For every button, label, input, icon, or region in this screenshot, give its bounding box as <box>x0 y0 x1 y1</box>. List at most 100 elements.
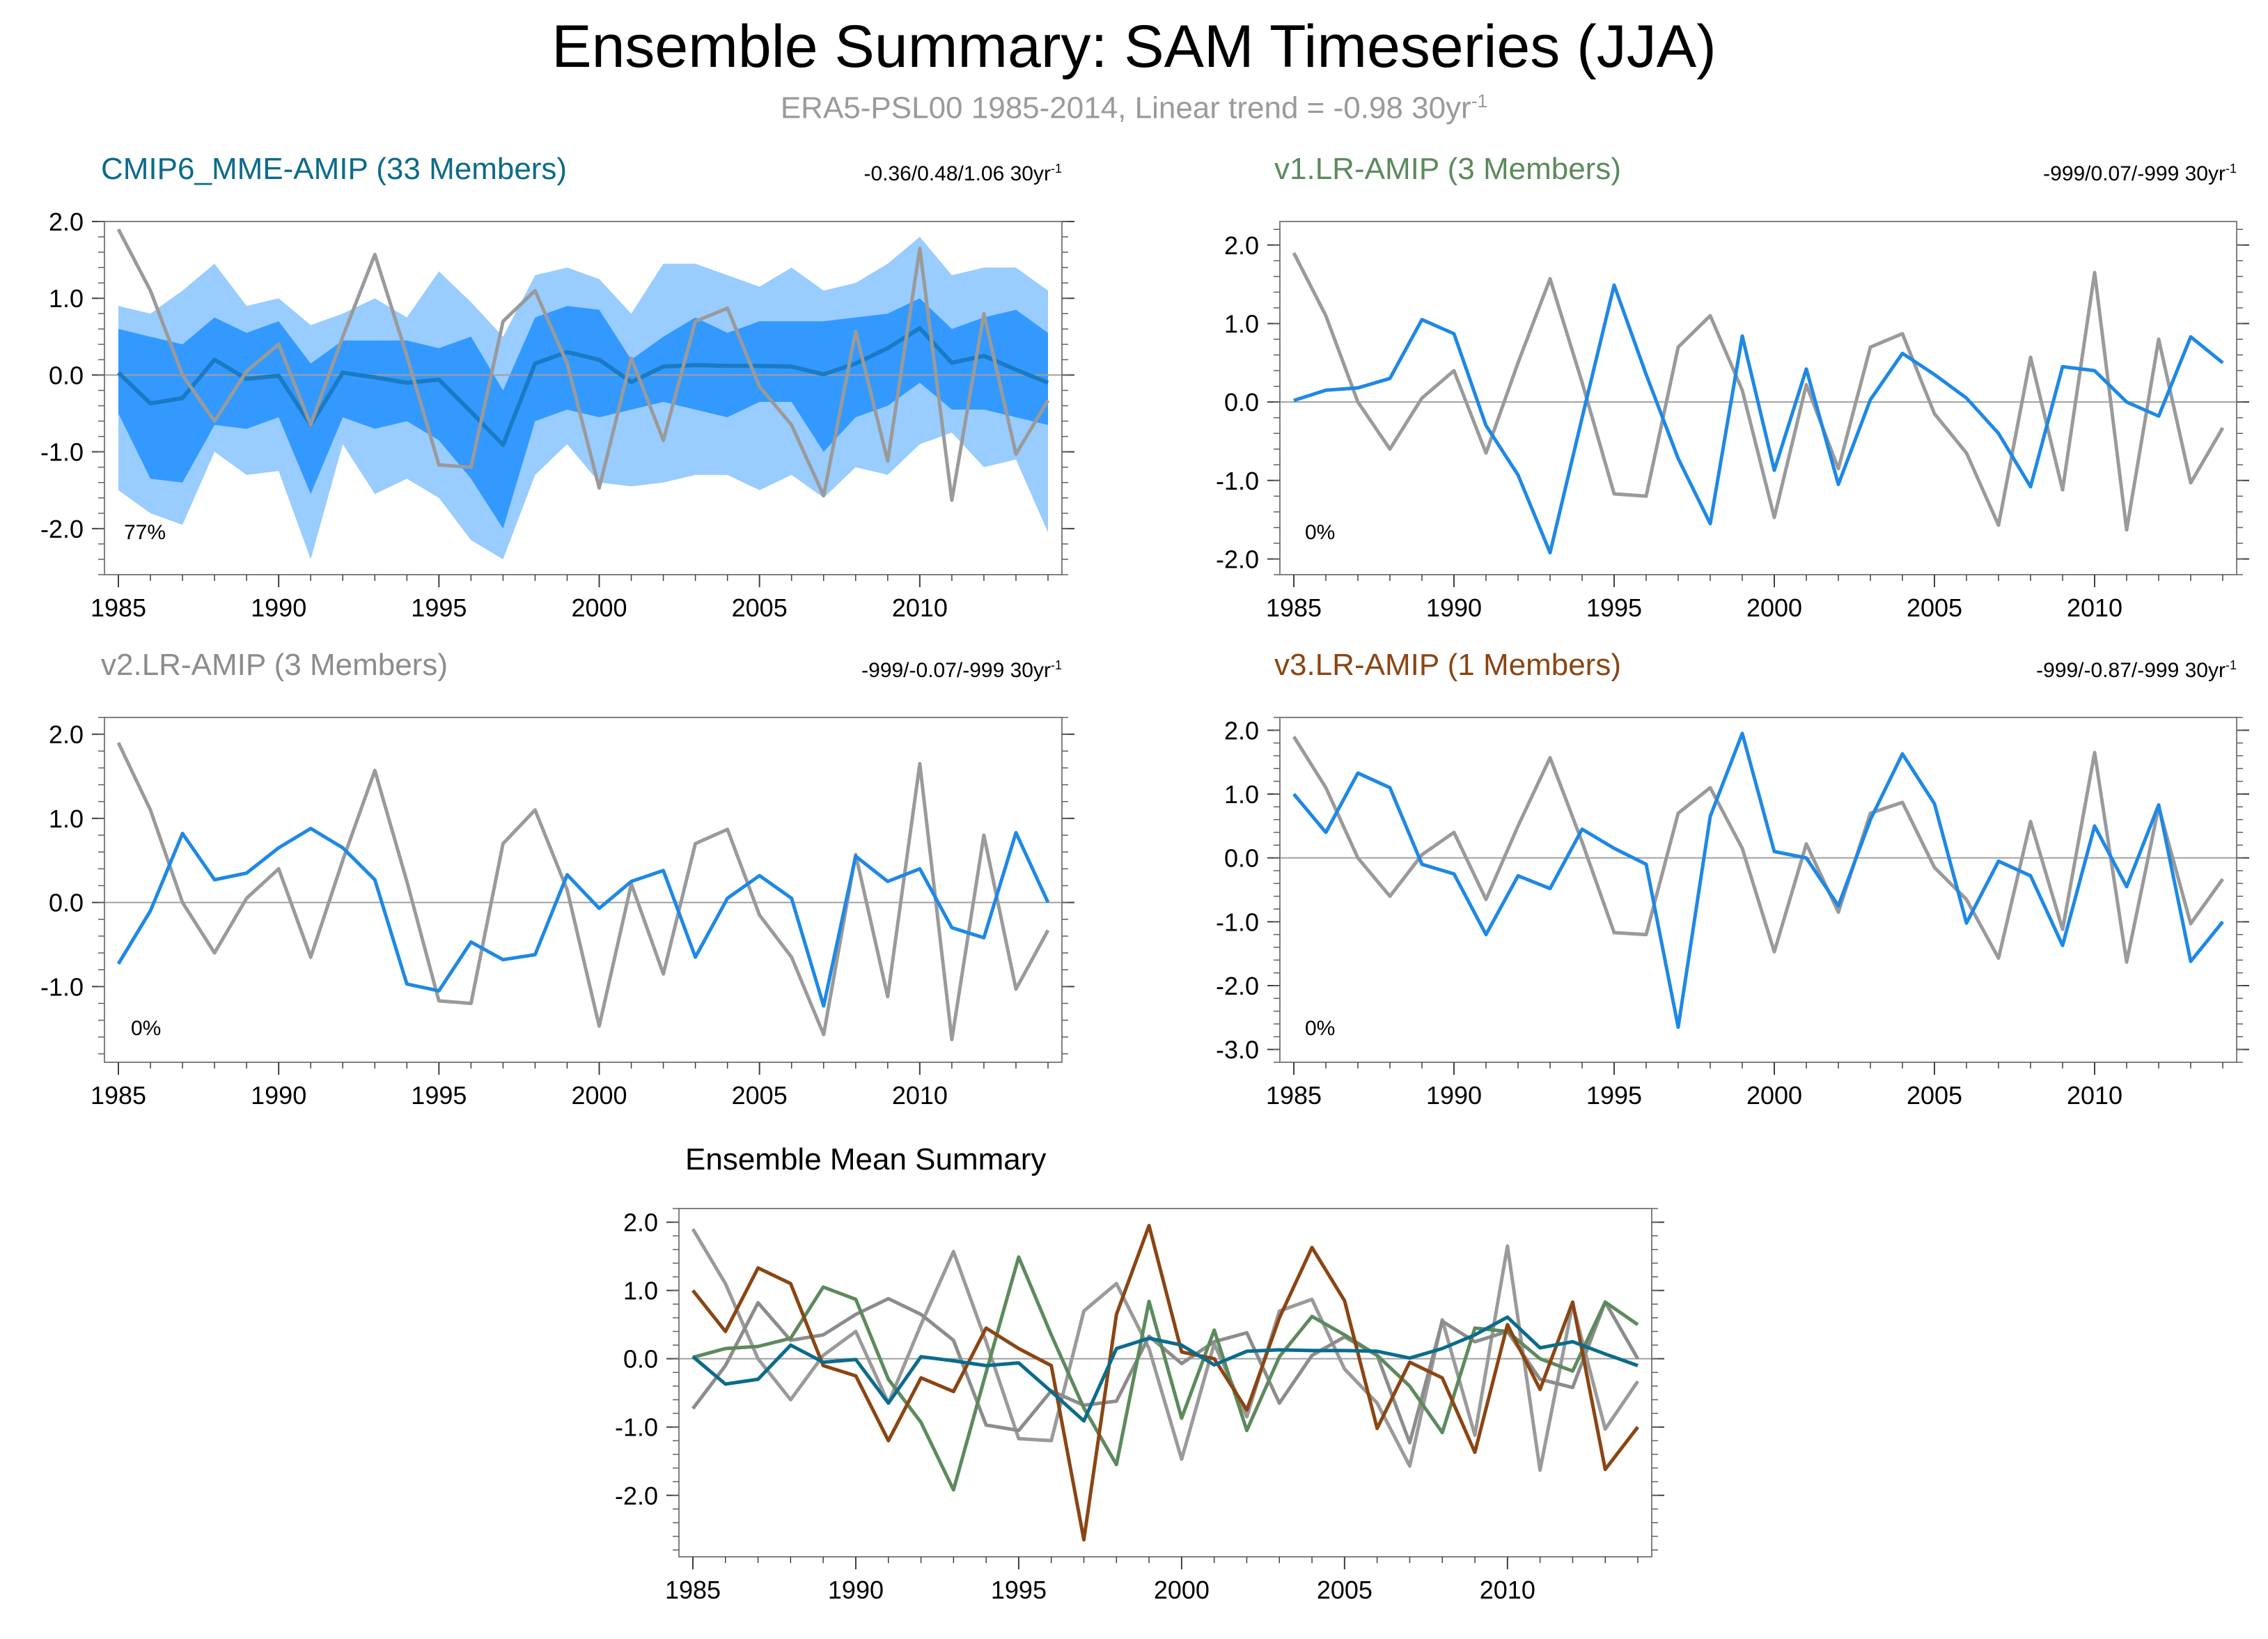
x-tick-label-v2: 1985 <box>91 1081 146 1110</box>
stat-text: -999/0.07/-999 30yr <box>2043 162 2226 185</box>
series-obs-v3 <box>1292 736 2225 964</box>
panel-pct-v1: 0% <box>1305 521 1336 544</box>
y-tick-label-v3: 2.0 <box>1224 716 1259 745</box>
y-tick-label-v2: 1.0 <box>49 805 84 833</box>
x-tick-label-v3: 2000 <box>1746 1081 1802 1110</box>
x-tick-label-v2: 2005 <box>732 1081 788 1110</box>
panel-stat-v1: -999/0.07/-999 30yr-1 <box>2043 162 2237 186</box>
x-tick-label-summary: 2000 <box>1154 1576 1210 1604</box>
series-cmip6-summary <box>691 1315 1639 1423</box>
y-tick-label-summary: 2.0 <box>623 1209 658 1237</box>
x-tick-label-v1: 1985 <box>1266 593 1322 622</box>
x-tick-label-summary: 2005 <box>1317 1576 1372 1604</box>
y-tick-label-v1: 0.0 <box>1224 388 1259 417</box>
y-tick-label-cmip6: 2.0 <box>49 208 84 236</box>
series-model-v2 <box>116 826 1050 1008</box>
plot-frame-v3 <box>1279 717 2237 1063</box>
panel-title-v1: v1.LR-AMIP (3 Members) <box>1274 152 1621 186</box>
panel-stat-v2: -999/-0.07/-999 30yr-1 <box>861 658 1062 683</box>
y-tick-label-cmip6: 1.0 <box>49 284 84 313</box>
y-tick-label-v3: -3.0 <box>1216 1036 1259 1064</box>
panel-stat-cmip6: -0.36/0.48/1.06 30yr-1 <box>863 162 1062 186</box>
stat-exponent: -1 <box>2225 162 2237 176</box>
x-tick-label-cmip6: 2000 <box>571 593 627 622</box>
y-tick-label-cmip6: -1.0 <box>40 438 84 467</box>
stat-text: -999/-0.87/-999 30yr <box>2036 659 2226 682</box>
series-v2-summary <box>691 1296 1640 1445</box>
x-tick-label-cmip6: 2005 <box>732 593 788 622</box>
x-tick-label-v3: 2010 <box>2067 1081 2122 1110</box>
panel-title-summary: Ensemble Mean Summary <box>685 1142 1047 1176</box>
panel-title-v3: v3.LR-AMIP (1 Members) <box>1274 648 1621 682</box>
x-tick-label-v1: 1990 <box>1426 593 1482 622</box>
panel-title-v2: v2.LR-AMIP (3 Members) <box>101 648 448 682</box>
y-tick-label-v3: 0.0 <box>1224 844 1259 873</box>
stat-exponent: -1 <box>1050 658 1062 672</box>
panel-pct-cmip6: 77% <box>124 521 166 544</box>
y-tick-label-v3: 1.0 <box>1224 780 1259 809</box>
x-tick-label-summary: 2010 <box>1480 1576 1535 1604</box>
series-model-cmip6 <box>116 326 1049 447</box>
y-tick-label-v1: -1.0 <box>1216 467 1259 495</box>
y-tick-label-v3: -2.0 <box>1216 972 1259 1000</box>
x-tick-label-v1: 1995 <box>1586 593 1642 622</box>
x-tick-label-cmip6: 1990 <box>251 593 306 622</box>
y-tick-label-v2: 2.0 <box>49 720 84 749</box>
y-tick-label-v1: 1.0 <box>1224 309 1259 338</box>
subtitle-exponent: -1 <box>1471 91 1488 111</box>
subtitle-text: ERA5-PSL00 1985-2014, Linear trend = -0.… <box>780 91 1471 125</box>
x-tick-label-v1: 2010 <box>2067 593 2122 622</box>
x-tick-label-summary: 1985 <box>665 1576 721 1604</box>
y-tick-label-v1: -2.0 <box>1216 545 1259 573</box>
y-tick-label-v1: 2.0 <box>1224 231 1259 260</box>
x-tick-label-cmip6: 2010 <box>892 593 948 622</box>
x-tick-label-v3: 1990 <box>1426 1081 1482 1110</box>
stat-exponent: -1 <box>2225 658 2237 672</box>
x-tick-label-v2: 1990 <box>251 1081 306 1110</box>
x-tick-label-v3: 1985 <box>1266 1081 1322 1110</box>
plot-frame-summary <box>678 1208 1652 1558</box>
y-tick-label-v2: 0.0 <box>49 889 84 917</box>
plot-frame-v2 <box>104 717 1063 1063</box>
y-tick-label-cmip6: 0.0 <box>49 361 84 389</box>
panel-pct-v2: 0% <box>131 1017 162 1040</box>
plot-frame-v1 <box>1279 221 2237 575</box>
x-tick-label-v3: 1995 <box>1586 1081 1642 1110</box>
panel-pct-v3: 0% <box>1305 1017 1336 1040</box>
y-tick-label-summary: 1.0 <box>623 1277 658 1305</box>
series-obs-cmip6 <box>116 228 1050 502</box>
x-tick-label-summary: 1990 <box>828 1576 884 1604</box>
x-tick-label-v2: 2010 <box>892 1081 948 1110</box>
series-obs-summary <box>691 1228 1640 1472</box>
stat-text: -0.36/0.48/1.06 30yr <box>863 162 1051 185</box>
plot-frame-cmip6 <box>104 221 1063 575</box>
stat-exponent: -1 <box>1050 162 1062 176</box>
y-tick-label-v2: -1.0 <box>40 972 84 1001</box>
panel-stat-v3: -999/-0.87/-999 30yr-1 <box>2036 658 2237 683</box>
page-title: Ensemble Summary: SAM Timeseries (JJA) <box>552 13 1716 80</box>
band-inner-cmip6 <box>118 298 1048 529</box>
y-tick-label-v3: -1.0 <box>1216 908 1259 936</box>
y-tick-label-summary: -2.0 <box>615 1482 658 1510</box>
y-tick-label-summary: 0.0 <box>623 1345 658 1374</box>
series-obs-v1 <box>1292 251 2225 532</box>
x-tick-label-v2: 1995 <box>411 1081 467 1110</box>
y-tick-label-summary: -1.0 <box>615 1413 658 1442</box>
y-tick-label-cmip6: -2.0 <box>40 515 84 543</box>
x-tick-label-v3: 2005 <box>1907 1081 1962 1110</box>
series-v1-summary <box>692 1255 1639 1492</box>
panel-title-cmip6: CMIP6_MME-AMIP (33 Members) <box>101 152 568 186</box>
x-tick-label-summary: 1995 <box>991 1576 1047 1604</box>
page-subtitle: ERA5-PSL00 1985-2014, Linear trend = -0.… <box>0 91 2268 126</box>
x-tick-label-cmip6: 1985 <box>91 593 146 622</box>
series-obs-v2 <box>116 742 1050 1041</box>
x-tick-label-v1: 2005 <box>1907 593 1962 622</box>
x-tick-label-cmip6: 1995 <box>411 593 467 622</box>
x-tick-label-v1: 2000 <box>1746 593 1802 622</box>
series-model-v1 <box>1293 283 2224 554</box>
series-v3-summary <box>691 1224 1639 1541</box>
series-model-v3 <box>1292 731 2224 1030</box>
stat-text: -999/-0.07/-999 30yr <box>861 659 1051 682</box>
x-tick-label-v2: 2000 <box>571 1081 627 1110</box>
